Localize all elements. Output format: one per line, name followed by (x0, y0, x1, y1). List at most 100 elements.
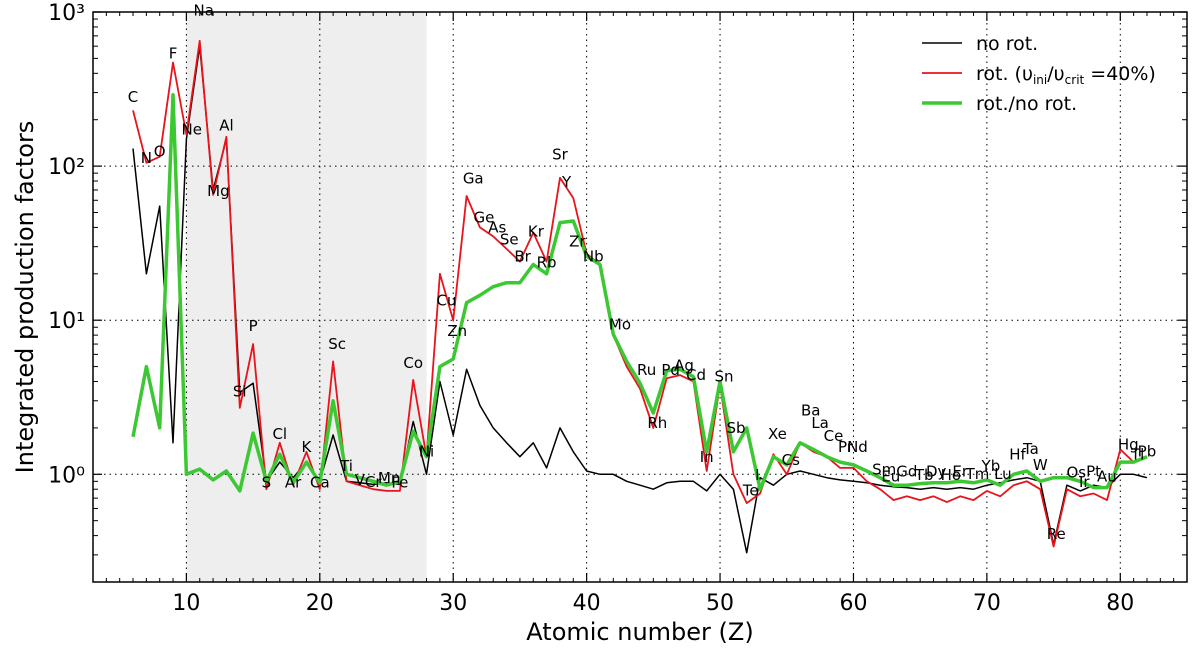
element-label: Fe (391, 474, 408, 492)
element-label: Ne (182, 121, 202, 139)
shaded-region (186, 12, 427, 582)
legend-label-1: rot. (υini/υcrit =40%) (976, 63, 1156, 87)
element-label: K (302, 438, 313, 456)
element-label: Ti (339, 457, 353, 475)
legend-text-part: no rot. (976, 33, 1038, 55)
legend-text-part: rot. (υ (976, 63, 1033, 85)
x-tick-label: 20 (306, 591, 334, 616)
element-label: Cs (782, 451, 800, 469)
element-label: Cr (365, 473, 382, 491)
element-label: Pd (661, 361, 680, 379)
x-tick-label: 10 (172, 591, 200, 616)
element-label: S (262, 474, 272, 492)
element-label: Gd (896, 462, 917, 480)
element-label: Br (514, 248, 531, 266)
element-label: Na (194, 1, 214, 19)
legend-text-part: crit (1065, 73, 1085, 87)
element-label: As (488, 219, 506, 237)
element-label: Si (233, 382, 247, 400)
y-tick-label: 10² (48, 155, 85, 180)
legend-text-part: ini (1033, 73, 1047, 87)
element-label: Tl (1130, 445, 1144, 463)
y-tick-label: 10¹ (48, 309, 85, 334)
element-label: La (811, 414, 829, 432)
element-label: Os (1066, 464, 1086, 482)
element-label: Ni (419, 443, 434, 461)
element-label: Al (219, 117, 233, 135)
x-tick-label: 80 (1106, 591, 1134, 616)
element-label: Ir (1079, 473, 1090, 491)
element-label: F (169, 44, 178, 62)
element-label: Kr (528, 222, 545, 240)
element-label: Zr (569, 233, 586, 251)
element-label: C (128, 88, 138, 106)
element-label: Au (1097, 467, 1117, 485)
element-label: Lu (994, 465, 1012, 483)
element-label: Tm (965, 465, 990, 483)
element-label: Nd (847, 438, 868, 456)
series-line-1 (132, 39, 1148, 548)
element-label: Cu (437, 291, 457, 309)
element-label: Ru (637, 361, 656, 379)
x-tick-label: 30 (439, 591, 467, 616)
x-tick-label: 60 (839, 591, 867, 616)
element-label: Rb (537, 253, 557, 271)
legend-text-part: /υ (1047, 63, 1064, 85)
element-label: Sn (715, 368, 734, 386)
series-line-2 (131, 93, 1148, 493)
element-label: Ca (310, 474, 330, 492)
element-label: N (141, 149, 152, 167)
element-label: Co (403, 354, 423, 372)
y-tick-label: 10³ (48, 1, 85, 26)
legend-label-0: no rot. (976, 33, 1038, 55)
legend-label-2: rot./no rot. (976, 93, 1077, 115)
element-label: Tb (914, 466, 934, 484)
element-label: Ho (941, 466, 961, 484)
element-label: Ge (473, 209, 494, 227)
element-label: Sr (552, 146, 569, 164)
element-label: Mg (207, 182, 229, 200)
element-label: V (355, 471, 366, 489)
element-label: Y (561, 173, 572, 191)
element-label: Ta (1022, 440, 1039, 458)
element-label: Pr (838, 438, 854, 456)
element-label: Ce (824, 427, 844, 445)
element-label: Yb (981, 457, 1001, 475)
y-tick-label: 10⁰ (48, 463, 85, 488)
element-label: Xe (768, 425, 787, 443)
element-label: Se (500, 230, 519, 248)
x-tick-label: 70 (973, 591, 1001, 616)
element-label: I (755, 466, 759, 484)
element-label: Sc (328, 335, 346, 353)
element-label: Hg (1118, 435, 1139, 453)
element-label: Eu (881, 467, 900, 485)
element-label: Mo (609, 316, 631, 334)
element-label: Pt (1086, 462, 1101, 480)
element-label: Ag (674, 357, 694, 375)
element-label: Zn (447, 322, 467, 340)
element-label: Rh (647, 414, 667, 432)
element-label: Re (1047, 525, 1066, 543)
element-label: Hf (1009, 445, 1026, 463)
element-label: Te (742, 481, 759, 499)
element-label: Pb (1138, 443, 1157, 461)
element-label: W (1033, 456, 1048, 474)
element-label: Ba (801, 402, 820, 420)
element-label: Cl (272, 425, 287, 443)
element-label: Dy (926, 462, 947, 480)
element-label: Ga (463, 170, 484, 188)
element-label: Ar (285, 474, 302, 492)
legend-text-part: rot./no rot. (976, 93, 1077, 115)
y-axis-title: Integrated production factors (11, 121, 39, 474)
element-label: Mn (378, 469, 400, 487)
x-tick-label: 50 (706, 591, 734, 616)
element-label: Sm (872, 460, 896, 478)
x-axis-title: Atomic number (Z) (526, 618, 753, 646)
element-label: Cd (686, 366, 706, 384)
element-label: Sb (727, 419, 746, 437)
element-label: Er (952, 462, 968, 480)
element-label: P (249, 317, 258, 335)
element-label: In (700, 448, 714, 466)
